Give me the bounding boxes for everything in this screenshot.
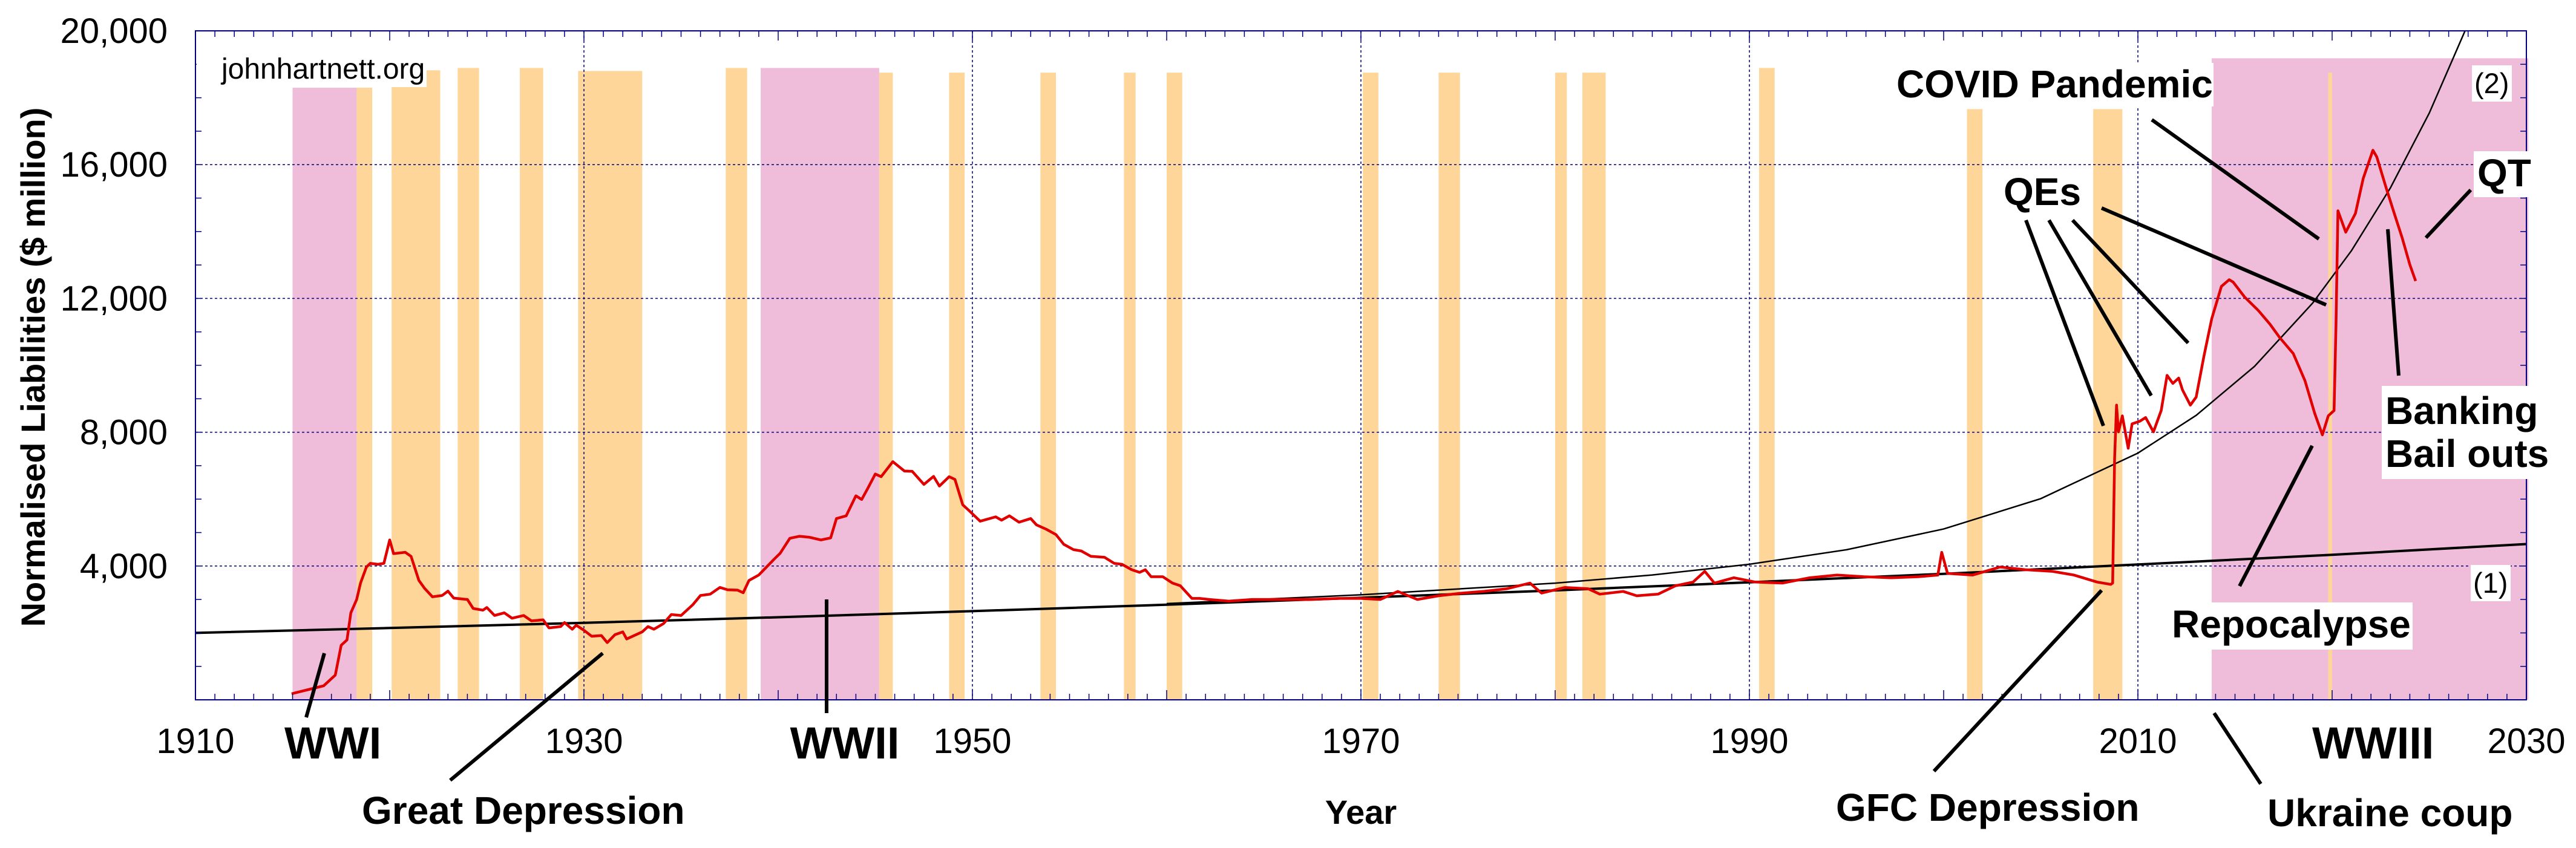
shaded-bands [292,58,2529,700]
war-band [292,88,357,700]
qes-label: QEs [2004,170,2081,214]
banking-label-bg [2382,386,2557,479]
credit-label: johnhartnett.org [220,53,425,85]
x-tick-label: 1910 [156,722,234,761]
trend2-label: (2) [2474,67,2509,99]
x-tick-label: 2030 [2487,722,2565,761]
qt-arrow [2424,188,2473,240]
wwi-arrow [304,653,326,718]
trend1-label: (1) [2473,567,2508,599]
repocalypse-arrow [2238,445,2314,587]
recession-band [1167,73,1182,700]
recession-band [2328,73,2332,700]
tick-labels: 1910 1930 1950 1970 1990 2010 2030 4,000 8,000 12… [61,11,2566,761]
qt-label-bg [2474,151,2529,197]
y-tick-label: 12,000 [61,279,168,318]
great-depression-arrow [449,651,604,782]
y-axis-title: Normalised Liabilities ($ million) [14,108,52,627]
banking-label-line2: Bail outs [2385,432,2549,475]
recession-band [578,71,643,700]
wwi-label: WWI [284,718,381,768]
qe-arrow-2 [2047,219,2153,397]
recession-band [726,68,747,700]
gfc-arrow [1932,589,2103,773]
trend-line-2 [1166,31,2466,605]
recession-band [1438,73,1460,700]
series-line [291,149,2417,696]
qe-arrow-4 [2100,206,2327,307]
y-tick-label: 16,000 [61,145,168,184]
x-tick-label: 1970 [1322,722,1400,761]
banking-label-line1: Banking [2385,389,2538,432]
repocalypse-label: Repocalypse [2172,602,2411,646]
trend2-label-bg [2472,65,2512,102]
recession-band [1555,73,1567,700]
x-tick-label: 1990 [1710,722,1788,761]
covid-label-bg [1893,63,2214,106]
recession-band [879,73,893,700]
trend1-label-bg [2471,565,2511,601]
qe-arrow-1 [2024,219,2105,427]
gridlines [195,31,2526,700]
data-series [291,149,2417,696]
recession-band [1967,109,1983,700]
great-depression-label: Great Depression [362,789,685,832]
recession-band [1040,73,1057,700]
recession-band [457,68,479,700]
ukraine-arrow [2212,712,2263,785]
qe-arrow-3 [2071,218,2190,345]
y-tick-label: 8,000 [80,413,168,452]
recession-band [1582,73,1606,700]
recession-band [520,68,543,700]
wwiii-label: WWIII [2312,718,2434,768]
recession-band [1759,68,1775,700]
x-tick-label: 1950 [933,722,1011,761]
gfc-label: GFC Depression [1836,786,2139,829]
repocalypse-label-bg [2168,602,2413,650]
recession-band [949,73,965,700]
credit-bg [197,53,427,87]
covid-arrow [2151,118,2320,241]
recession-band [1363,73,1378,700]
war-band [761,68,879,700]
y-tick-label: 20,000 [61,11,168,51]
covid-label: COVID Pandemic [1896,62,2213,106]
wwii-label: WWII [790,718,900,768]
x-tick-label: 2010 [2099,722,2177,761]
banking-arrow [2385,229,2401,376]
x-axis-title: Year [1325,793,1397,831]
x-tick-label: 1930 [545,722,623,761]
axis-ticks [195,30,2527,700]
recession-band [356,88,373,700]
recession-band [1124,73,1136,700]
y-tick-label: 4,000 [80,547,168,586]
annotation-arrows [304,118,2473,785]
qt-label: QT [2477,151,2531,195]
recession-band [2093,109,2123,700]
ukraine-label: Ukraine coup [2267,791,2512,835]
